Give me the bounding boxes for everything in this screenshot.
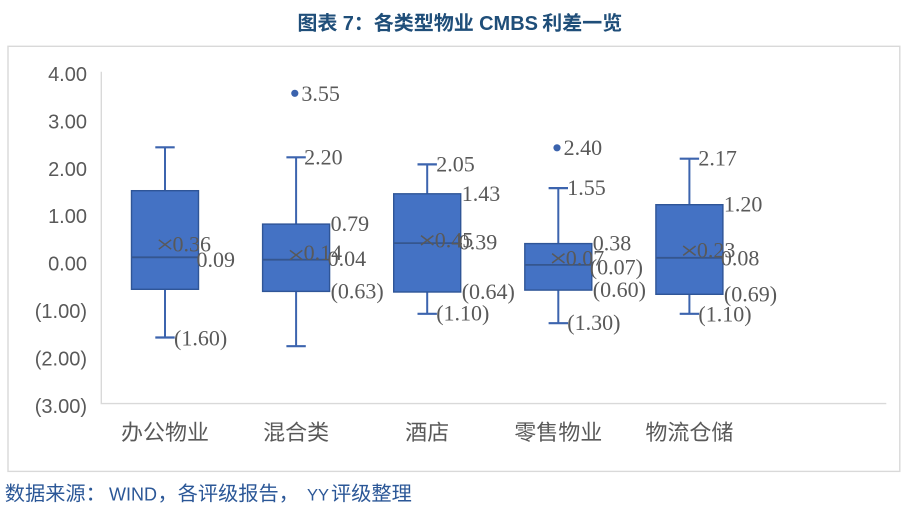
- svg-text:1.55: 1.55: [567, 175, 606, 200]
- svg-text:0.07: 0.07: [566, 245, 605, 270]
- svg-text:0.36: 0.36: [173, 232, 212, 257]
- svg-text:WIND: WIND: [109, 485, 157, 505]
- svg-text:(3.00): (3.00): [35, 396, 87, 418]
- svg-text:(2.00): (2.00): [35, 348, 87, 370]
- svg-text:CMBS: CMBS: [479, 13, 538, 35]
- svg-text:3.00: 3.00: [48, 111, 87, 133]
- svg-text:1.00: 1.00: [48, 206, 87, 228]
- svg-text:(1.60): (1.60): [174, 326, 227, 351]
- svg-text:2.05: 2.05: [436, 151, 475, 176]
- svg-text:0.23: 0.23: [697, 238, 736, 263]
- svg-text:2.00: 2.00: [48, 159, 87, 181]
- svg-text:(0.60): (0.60): [593, 277, 646, 302]
- svg-text:4.00: 4.00: [48, 64, 87, 86]
- svg-text:0.08: 0.08: [721, 246, 760, 271]
- svg-text:(1.00): (1.00): [35, 301, 87, 323]
- svg-text:YY: YY: [307, 487, 329, 505]
- svg-text:0.38: 0.38: [593, 231, 632, 256]
- svg-text:2.17: 2.17: [698, 146, 737, 171]
- svg-text:(1.30): (1.30): [567, 310, 620, 335]
- svg-text:3.55: 3.55: [301, 81, 340, 106]
- svg-text:7: 7: [343, 13, 354, 35]
- svg-text:0.79: 0.79: [331, 211, 370, 236]
- svg-text:1.20: 1.20: [724, 192, 763, 217]
- svg-text:0.09: 0.09: [197, 247, 236, 272]
- svg-text:0.45: 0.45: [435, 227, 474, 252]
- svg-text:(0.07): (0.07): [590, 255, 643, 280]
- svg-text:2.20: 2.20: [304, 144, 343, 169]
- svg-text:2.40: 2.40: [564, 135, 603, 160]
- svg-text:(1.10): (1.10): [436, 300, 489, 325]
- svg-text:0.14: 0.14: [304, 240, 343, 265]
- svg-text:(0.64): (0.64): [462, 279, 515, 304]
- svg-text:0.39: 0.39: [459, 230, 498, 255]
- svg-text:(0.63): (0.63): [331, 279, 384, 304]
- svg-text:0.04: 0.04: [328, 246, 367, 271]
- svg-text:(0.69): (0.69): [724, 281, 777, 306]
- svg-text:(1.10): (1.10): [698, 301, 751, 326]
- svg-text:1.43: 1.43: [462, 181, 501, 206]
- svg-text:0.00: 0.00: [48, 254, 87, 276]
